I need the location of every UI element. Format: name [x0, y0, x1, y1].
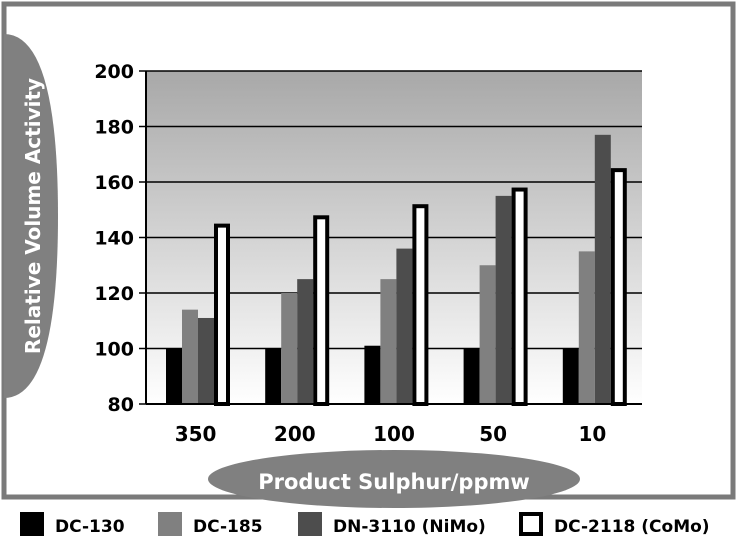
bar-dc-130-10	[562, 348, 579, 404]
bar-dn-3110-nimo-200	[297, 279, 314, 404]
bar-dc-2118-como-50	[511, 187, 528, 406]
y-axis-label-banner	[4, 34, 58, 398]
bar-dc-130-200	[265, 348, 282, 404]
x-axis-label: Product Sulphur/ppmw	[258, 470, 530, 494]
y-tick-label: 120	[94, 283, 134, 305]
legend-label: DN-3110 (NiMo)	[333, 517, 486, 537]
bar-dc-130-100	[364, 345, 381, 404]
bar-dc-130-350	[166, 348, 182, 404]
legend: DC-130 DC-185 DN-3110 (NiMo) DC-2118 (CoMo)	[20, 512, 710, 537]
x-tick-labels: 350 200 100 50 10	[175, 422, 607, 446]
bar-dn-3110-nimo-50	[495, 195, 512, 404]
y-tick-label: 180	[94, 117, 134, 139]
bar-dc-185-10	[578, 251, 595, 404]
x-tick-label: 200	[274, 422, 316, 446]
y-tick-label: 200	[94, 61, 134, 83]
bar-dc-2118-como-100	[412, 204, 429, 406]
y-tick-label: 100	[94, 339, 134, 361]
bar-dn-3110-nimo-10	[594, 134, 611, 404]
legend-label: DC-130	[55, 517, 125, 537]
bar-dc-185-200	[281, 293, 298, 404]
bar-dc-185-350	[182, 309, 198, 404]
y-tick-label: 140	[94, 228, 134, 250]
bar-dc-185-50	[479, 265, 496, 404]
bar-dc-2118-como-10	[610, 168, 627, 406]
x-axis-label-banner	[208, 450, 580, 508]
legend-swatch	[158, 512, 182, 536]
x-tick-label: 350	[175, 422, 217, 446]
legend-swatch	[298, 512, 322, 536]
bar-dc-130-50	[463, 348, 480, 404]
bar-dn-3110-nimo-100	[396, 248, 413, 404]
x-tick-label: 50	[479, 422, 507, 446]
y-tick-labels: 80 100 120 140 160 180 200	[94, 61, 134, 416]
y-tick-label: 160	[94, 172, 134, 194]
axes	[145, 71, 642, 405]
legend-label: DC-2118 (CoMo)	[554, 517, 710, 537]
x-tick-label: 100	[373, 422, 415, 446]
bar-dc-2118-como-350	[214, 223, 230, 406]
legend-swatch	[519, 512, 543, 536]
legend-label: DC-185	[193, 517, 263, 537]
legend-swatch	[20, 512, 44, 536]
bars	[166, 134, 627, 406]
bar-dn-3110-nimo-350	[198, 317, 214, 404]
y-tick-label: 80	[108, 394, 134, 416]
bar-dc-185-100	[380, 279, 397, 404]
x-tick-label: 10	[578, 422, 606, 446]
bar-dc-2118-como-200	[313, 215, 330, 406]
y-axis-label: Relative Volume Activity	[21, 78, 45, 354]
